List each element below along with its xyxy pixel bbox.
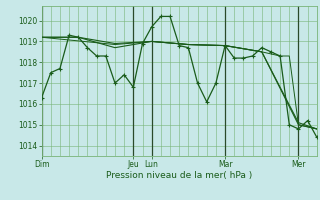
X-axis label: Pression niveau de la mer( hPa ): Pression niveau de la mer( hPa ) [106,171,252,180]
